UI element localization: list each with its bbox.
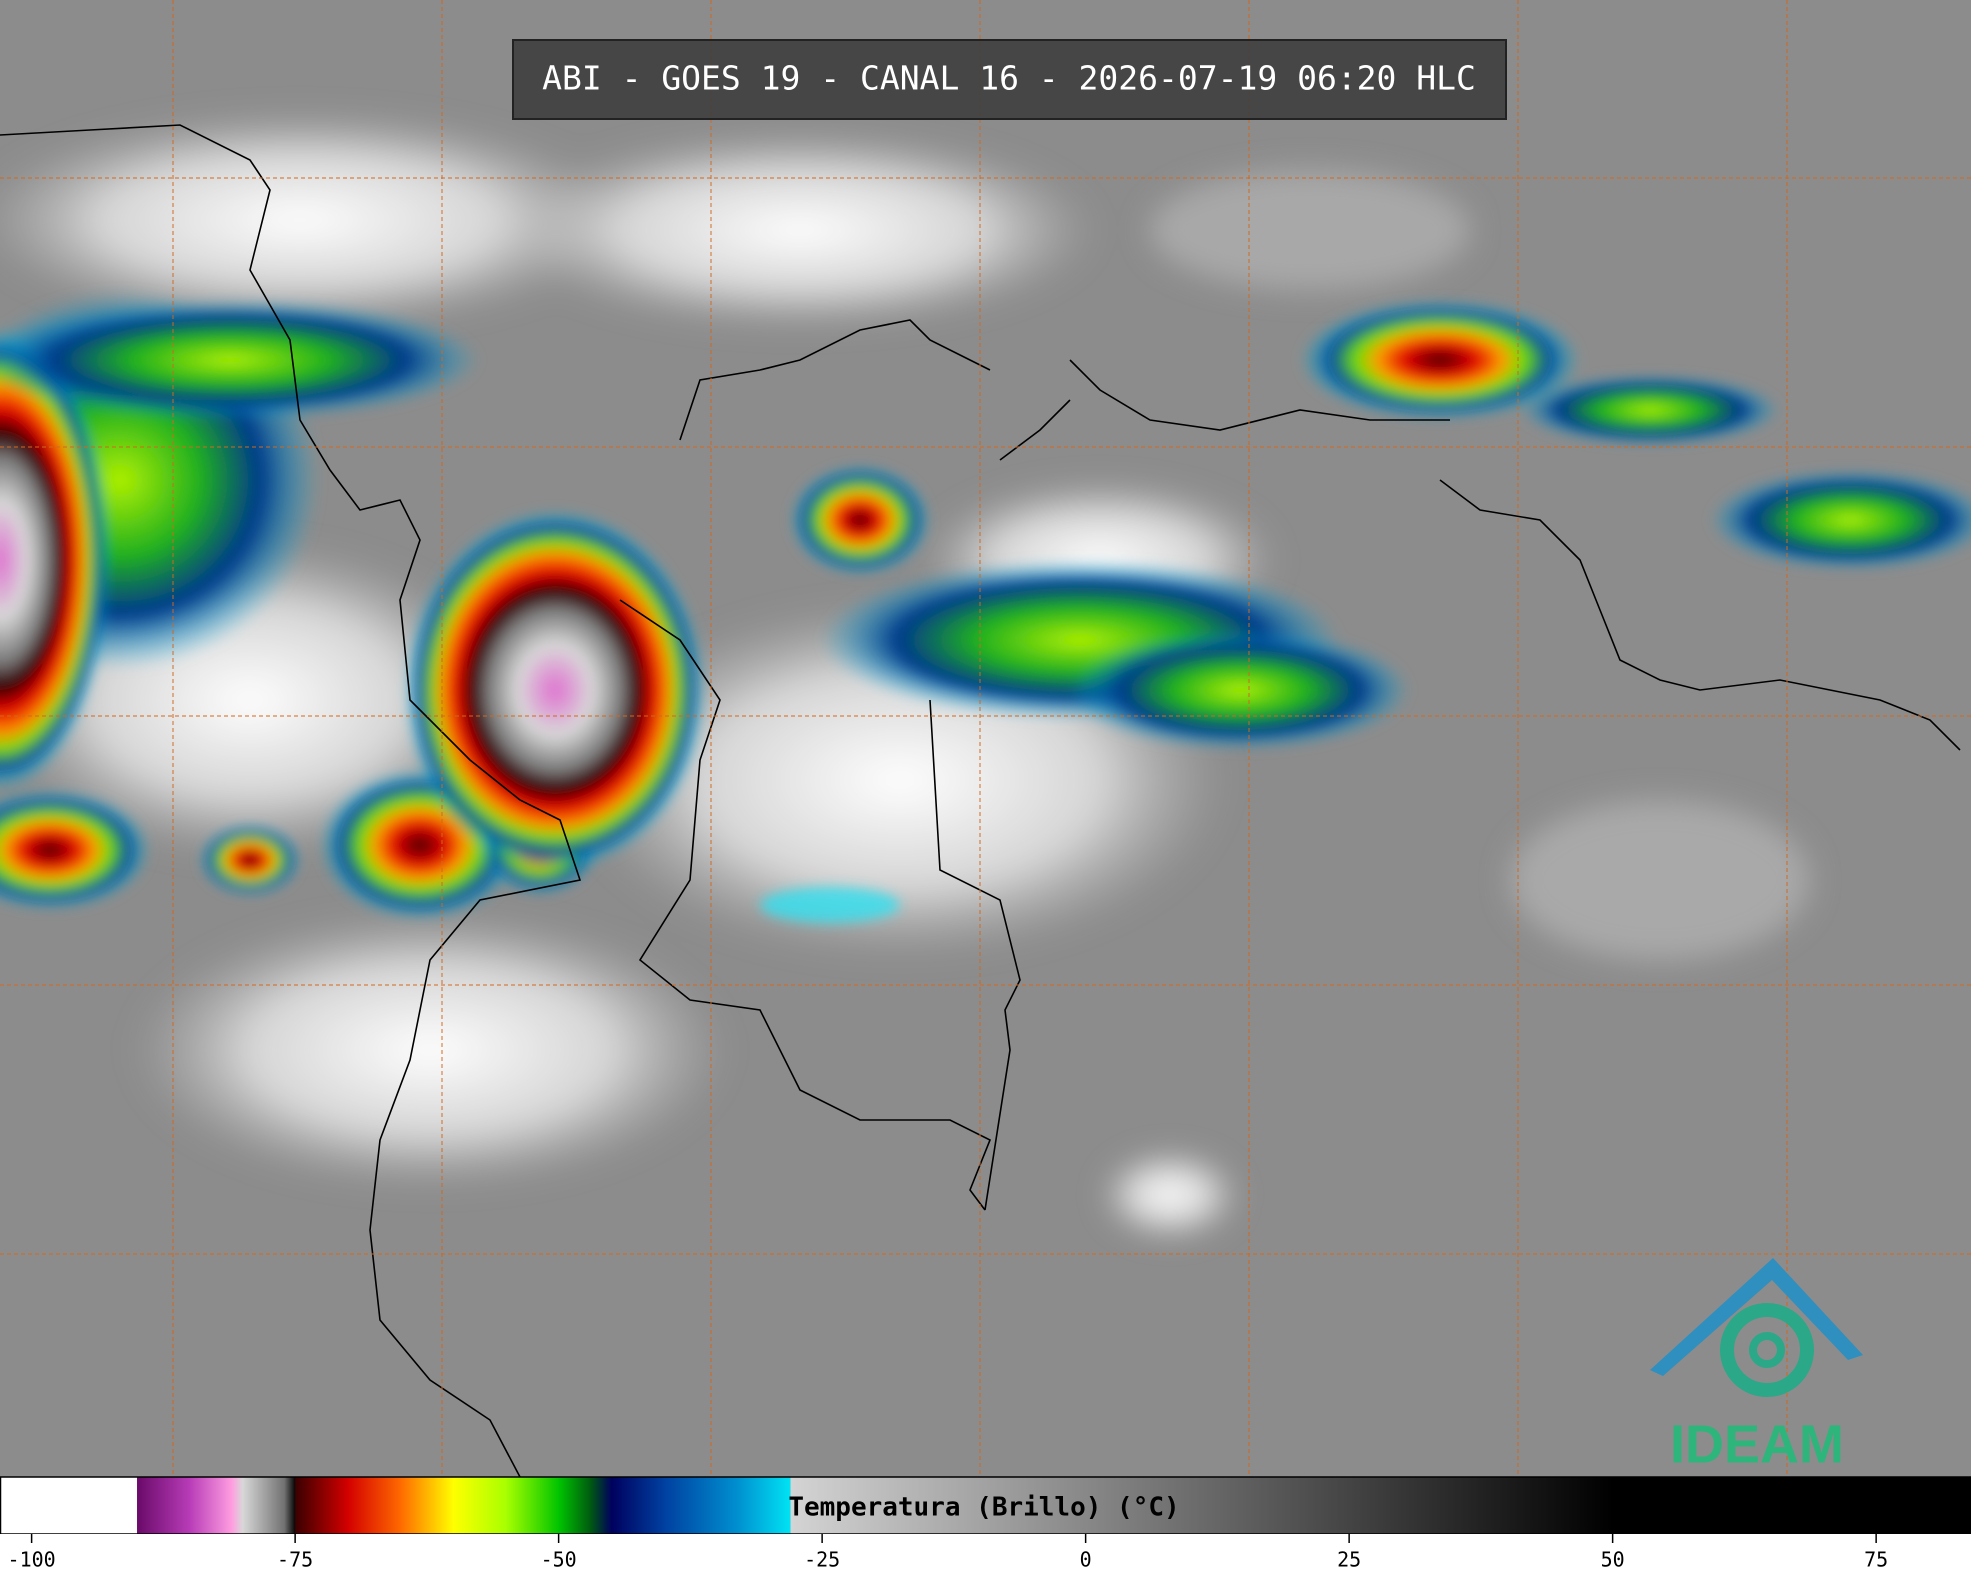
- colorbar-segment: [664, 1477, 739, 1534]
- colorbar-segment: [505, 1477, 560, 1534]
- colorbar-tick-label: -25: [804, 1548, 840, 1572]
- colorbar: [0, 1476, 1971, 1535]
- colorbar-tick-label: -100: [8, 1548, 56, 1572]
- colorbar-segment: [400, 1477, 454, 1534]
- colorbar-segment: [737, 1477, 792, 1534]
- coastlines: [0, 124, 1961, 1478]
- colorbar-segment: [453, 1477, 507, 1534]
- colorbar-tick-label: 50: [1601, 1548, 1625, 1572]
- colorbar-segment: [0, 1477, 138, 1534]
- colorbar-tick-label: 75: [1864, 1548, 1888, 1572]
- title: ABI - GOES 19 - CANAL 16 - 2026-07-19 06…: [542, 59, 1476, 98]
- colorbar-label: Temperatura (Brillo) (°C): [788, 1493, 1179, 1523]
- colorbar-segment: [137, 1477, 191, 1534]
- colorbar-segment: [611, 1477, 665, 1534]
- logo-swirl: [1720, 1303, 1814, 1397]
- colorbar-segment: [558, 1477, 591, 1534]
- graticule: [0, 0, 1971, 1477]
- colorbar-segment: [295, 1477, 349, 1534]
- clouds: [0, 110, 1810, 1240]
- colorbar-segment: [347, 1477, 402, 1534]
- logo: IDEAM: [1650, 1258, 1863, 1474]
- colorbar-segment: [189, 1477, 233, 1534]
- colorbar-segment: [590, 1477, 612, 1534]
- logo-swirl-inner: [1749, 1332, 1785, 1368]
- colorbar-axis-bg: [0, 1534, 1971, 1577]
- colorbar-tick-label: -75: [277, 1548, 313, 1572]
- colorbar-segment: [242, 1477, 286, 1534]
- colorbar-axis: -100 -75 -50 -25 0 25 50 75: [8, 1534, 1888, 1572]
- colorbar-tick-label: 0: [1080, 1548, 1092, 1572]
- logo-roof: [1650, 1258, 1863, 1376]
- logo-text: IDEAM: [1670, 1414, 1844, 1474]
- colorbar-segment: [790, 1477, 1614, 1534]
- colorbar-tick-label: -50: [541, 1548, 577, 1572]
- colorbar-segment: [1612, 1477, 1971, 1534]
- title-box: [512, 39, 1507, 120]
- colorbar-segment: [231, 1477, 243, 1534]
- convection: [0, 290, 1971, 923]
- colorbar-segment: [284, 1477, 296, 1534]
- colorbar-tick-label: 25: [1337, 1548, 1361, 1572]
